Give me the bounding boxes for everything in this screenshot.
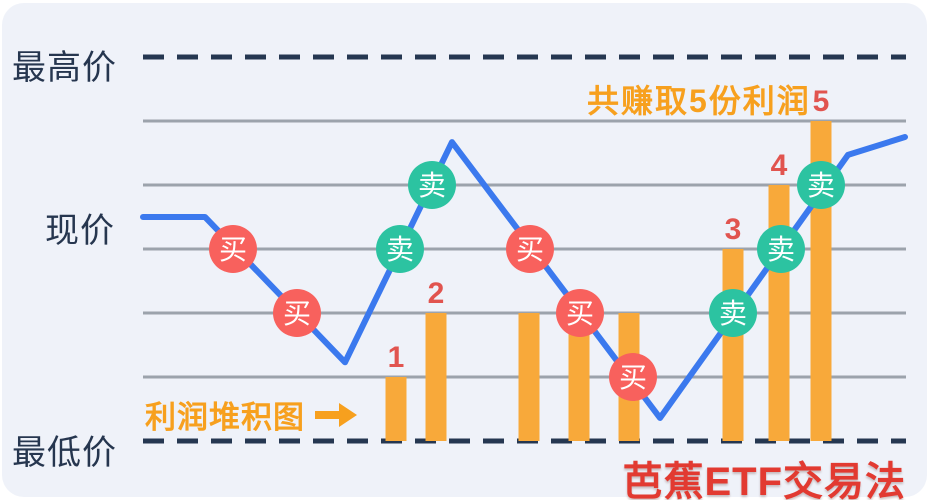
- profit-bar: [568, 313, 590, 441]
- profit-bar: [518, 313, 540, 441]
- profit-bar: [722, 249, 744, 441]
- sell-marker: [797, 161, 845, 209]
- lowest-price-label: 最低价: [12, 434, 117, 472]
- watermark-title: 芭蕉ETF交易法: [622, 460, 906, 500]
- sell-marker-label: 卖: [386, 234, 414, 265]
- sell-marker: [376, 225, 424, 273]
- buy-marker-label: 买: [619, 362, 647, 393]
- bar-number: 5: [813, 85, 830, 118]
- sell-marker-label: 卖: [719, 298, 747, 329]
- buy-marker: [506, 225, 554, 273]
- sell-marker: [709, 289, 757, 337]
- total-profit-annotation: 共赚取5份利润: [587, 83, 811, 119]
- profit-bar: [768, 185, 790, 441]
- price-line: [140, 134, 908, 421]
- bar-number: 3: [725, 213, 742, 246]
- right-arrow-icon: [315, 400, 359, 430]
- sell-marker-label: 卖: [418, 170, 446, 201]
- profit-stack-label: 利润堆积图: [145, 400, 305, 435]
- bar-number: 2: [428, 277, 445, 310]
- buy-marker-label: 买: [566, 298, 594, 329]
- sell-marker: [408, 161, 456, 209]
- highest-price-label: 最高价: [12, 49, 117, 87]
- buy-marker: [609, 353, 657, 401]
- profit-bar: [385, 377, 407, 441]
- current-price-label: 现价: [45, 212, 115, 250]
- buy-marker: [273, 289, 321, 337]
- bar-number: 1: [388, 341, 405, 374]
- profit-stack-annotation: 利润堆积图: [145, 392, 359, 437]
- sell-marker-label: 卖: [807, 170, 835, 201]
- bar-number: 4: [771, 149, 788, 182]
- sell-marker: [757, 225, 805, 273]
- buy-marker: [556, 289, 604, 337]
- sell-marker-label: 卖: [767, 234, 795, 265]
- buy-marker: [209, 225, 257, 273]
- buy-marker-label: 买: [283, 298, 311, 329]
- buy-marker-label: 买: [516, 234, 544, 265]
- profit-bar: [425, 313, 447, 441]
- buy-marker-label: 买: [219, 234, 247, 265]
